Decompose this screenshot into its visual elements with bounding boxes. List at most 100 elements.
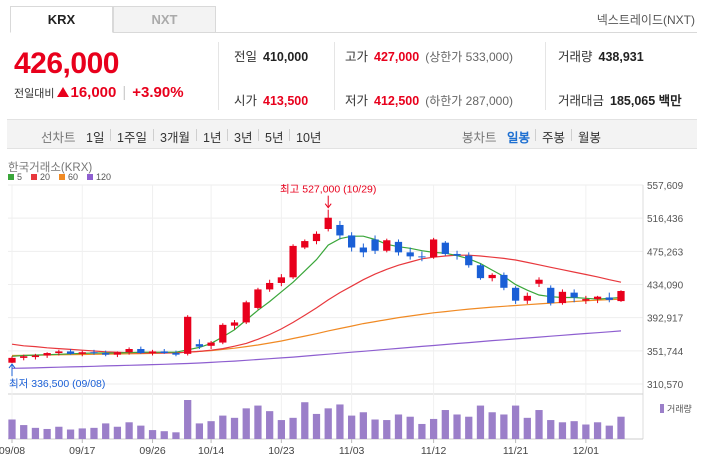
candle-body — [418, 256, 426, 258]
stat-value: 413,500 — [263, 94, 309, 108]
y-tick-label: 557,609 — [647, 181, 684, 192]
current-price: 426,000 — [14, 47, 119, 80]
candle-body — [184, 316, 192, 354]
volume-bar — [254, 405, 262, 439]
candle-body — [582, 299, 590, 301]
stat-sub: (하한가 287,000) — [425, 94, 514, 108]
candle-period-day[interactable]: 일봉 — [507, 131, 531, 145]
candle-body — [511, 287, 520, 301]
candle-body — [31, 355, 40, 358]
candle-body — [617, 291, 625, 302]
line-chart-label[interactable]: 선차트 — [41, 131, 76, 145]
volume-bar — [148, 430, 157, 439]
legend-label: 60 — [68, 172, 79, 182]
change-percent: +3.90% — [132, 84, 184, 101]
stat-value: 185,065 백만 — [610, 94, 682, 108]
toolbar-separator — [289, 129, 290, 141]
volume-bar — [547, 420, 555, 439]
candle-body — [429, 239, 438, 258]
stat-value: 438,931 — [598, 50, 644, 64]
volume-bar — [242, 408, 250, 439]
candle-body — [90, 352, 98, 354]
up-triangle-icon — [57, 87, 70, 97]
candle-body — [359, 247, 367, 253]
volume-bar — [605, 425, 613, 439]
legend-item-ma120: 120 — [87, 172, 111, 182]
candle-body — [371, 239, 379, 251]
volume-bar — [66, 429, 75, 439]
volume-bar — [113, 426, 122, 439]
candle-body — [160, 351, 168, 354]
period-1y[interactable]: 1년 — [203, 131, 222, 145]
candle-body — [488, 274, 496, 279]
y-tick-label: 310,570 — [647, 380, 684, 391]
volume-bar — [55, 426, 63, 439]
volume-bar — [406, 416, 414, 439]
legend-item-ma20: 20 — [31, 172, 50, 182]
toolbar-separator — [227, 129, 228, 141]
legend-item-ma60: 60 — [59, 172, 78, 182]
stat-trade-value: 거래대금 185,065 백만 — [558, 90, 682, 109]
toolbar-separator — [153, 129, 154, 141]
volume-bar — [195, 423, 204, 439]
volume-bar — [266, 411, 274, 439]
x-tick-label: 12/01 — [573, 445, 599, 457]
candle-body — [558, 291, 567, 304]
volume-bar — [207, 421, 215, 439]
y-tick-label: 516,436 — [647, 214, 684, 225]
candle-body — [78, 352, 86, 354]
volume-bar — [371, 419, 379, 439]
candle-body — [535, 279, 543, 284]
divider — [545, 42, 546, 110]
candle-body — [547, 287, 555, 304]
candle-body — [195, 344, 204, 347]
stat-value: 410,000 — [263, 50, 309, 64]
candle-body — [465, 255, 473, 266]
volume-bar — [289, 417, 297, 439]
legend-swatch — [59, 174, 66, 180]
candle-body — [8, 357, 16, 363]
volume-bar — [8, 419, 16, 439]
period-3m[interactable]: 3개월 — [160, 131, 190, 145]
period-5y[interactable]: 5년 — [265, 131, 284, 145]
ma20-line — [11, 254, 622, 354]
candle-period-month[interactable]: 월봉 — [578, 131, 602, 145]
nextrade-link[interactable]: 넥스트레이드(NXT) — [596, 13, 695, 27]
candle-chart-label[interactable]: 봉차트 — [462, 131, 497, 145]
volume-bar — [465, 416, 473, 439]
candle-body — [113, 352, 122, 355]
volume-bar — [617, 416, 625, 439]
tab-krx[interactable]: KRX — [10, 6, 113, 33]
period-10y[interactable]: 10년 — [296, 131, 322, 145]
legend-label: 5 — [17, 172, 23, 182]
candle-body — [125, 349, 133, 353]
stat-open: 시가 413,500 — [234, 90, 308, 109]
volume-bar — [511, 405, 520, 439]
market-tabs: KRX NXT — [10, 6, 217, 33]
volume-bar — [301, 402, 309, 439]
toolbar-separator — [571, 129, 572, 141]
stat-low: 저가 412,500 (하한가 287,000) — [345, 90, 513, 109]
volume-bar — [90, 427, 98, 439]
y-tick-label: 475,263 — [647, 247, 684, 258]
divider — [218, 42, 219, 110]
volume-bar — [336, 404, 344, 439]
change-amount: 16,000 — [70, 84, 117, 101]
chart-toolbar: 선차트 1일 1주일 3개월 1년 3년 5년 10년 봉차트 일봉 주봉 월봉 — [7, 119, 697, 149]
volume-legend: 거래량 — [660, 402, 692, 415]
candle-body — [242, 302, 250, 323]
volume-bar — [125, 422, 133, 439]
ma60-line — [11, 298, 622, 357]
low-arrow-head — [8, 363, 16, 369]
stat-label: 저가 — [345, 94, 369, 108]
period-1d[interactable]: 1일 — [86, 131, 105, 145]
volume-bar — [453, 414, 461, 439]
period-1w[interactable]: 1주일 — [117, 131, 147, 145]
period-3y[interactable]: 3년 — [234, 131, 253, 145]
candle-period-week[interactable]: 주봉 — [542, 131, 566, 145]
volume-bar — [582, 424, 590, 439]
legend-label: 20 — [40, 172, 51, 182]
candle-body — [394, 241, 403, 253]
candle-body — [383, 240, 391, 251]
